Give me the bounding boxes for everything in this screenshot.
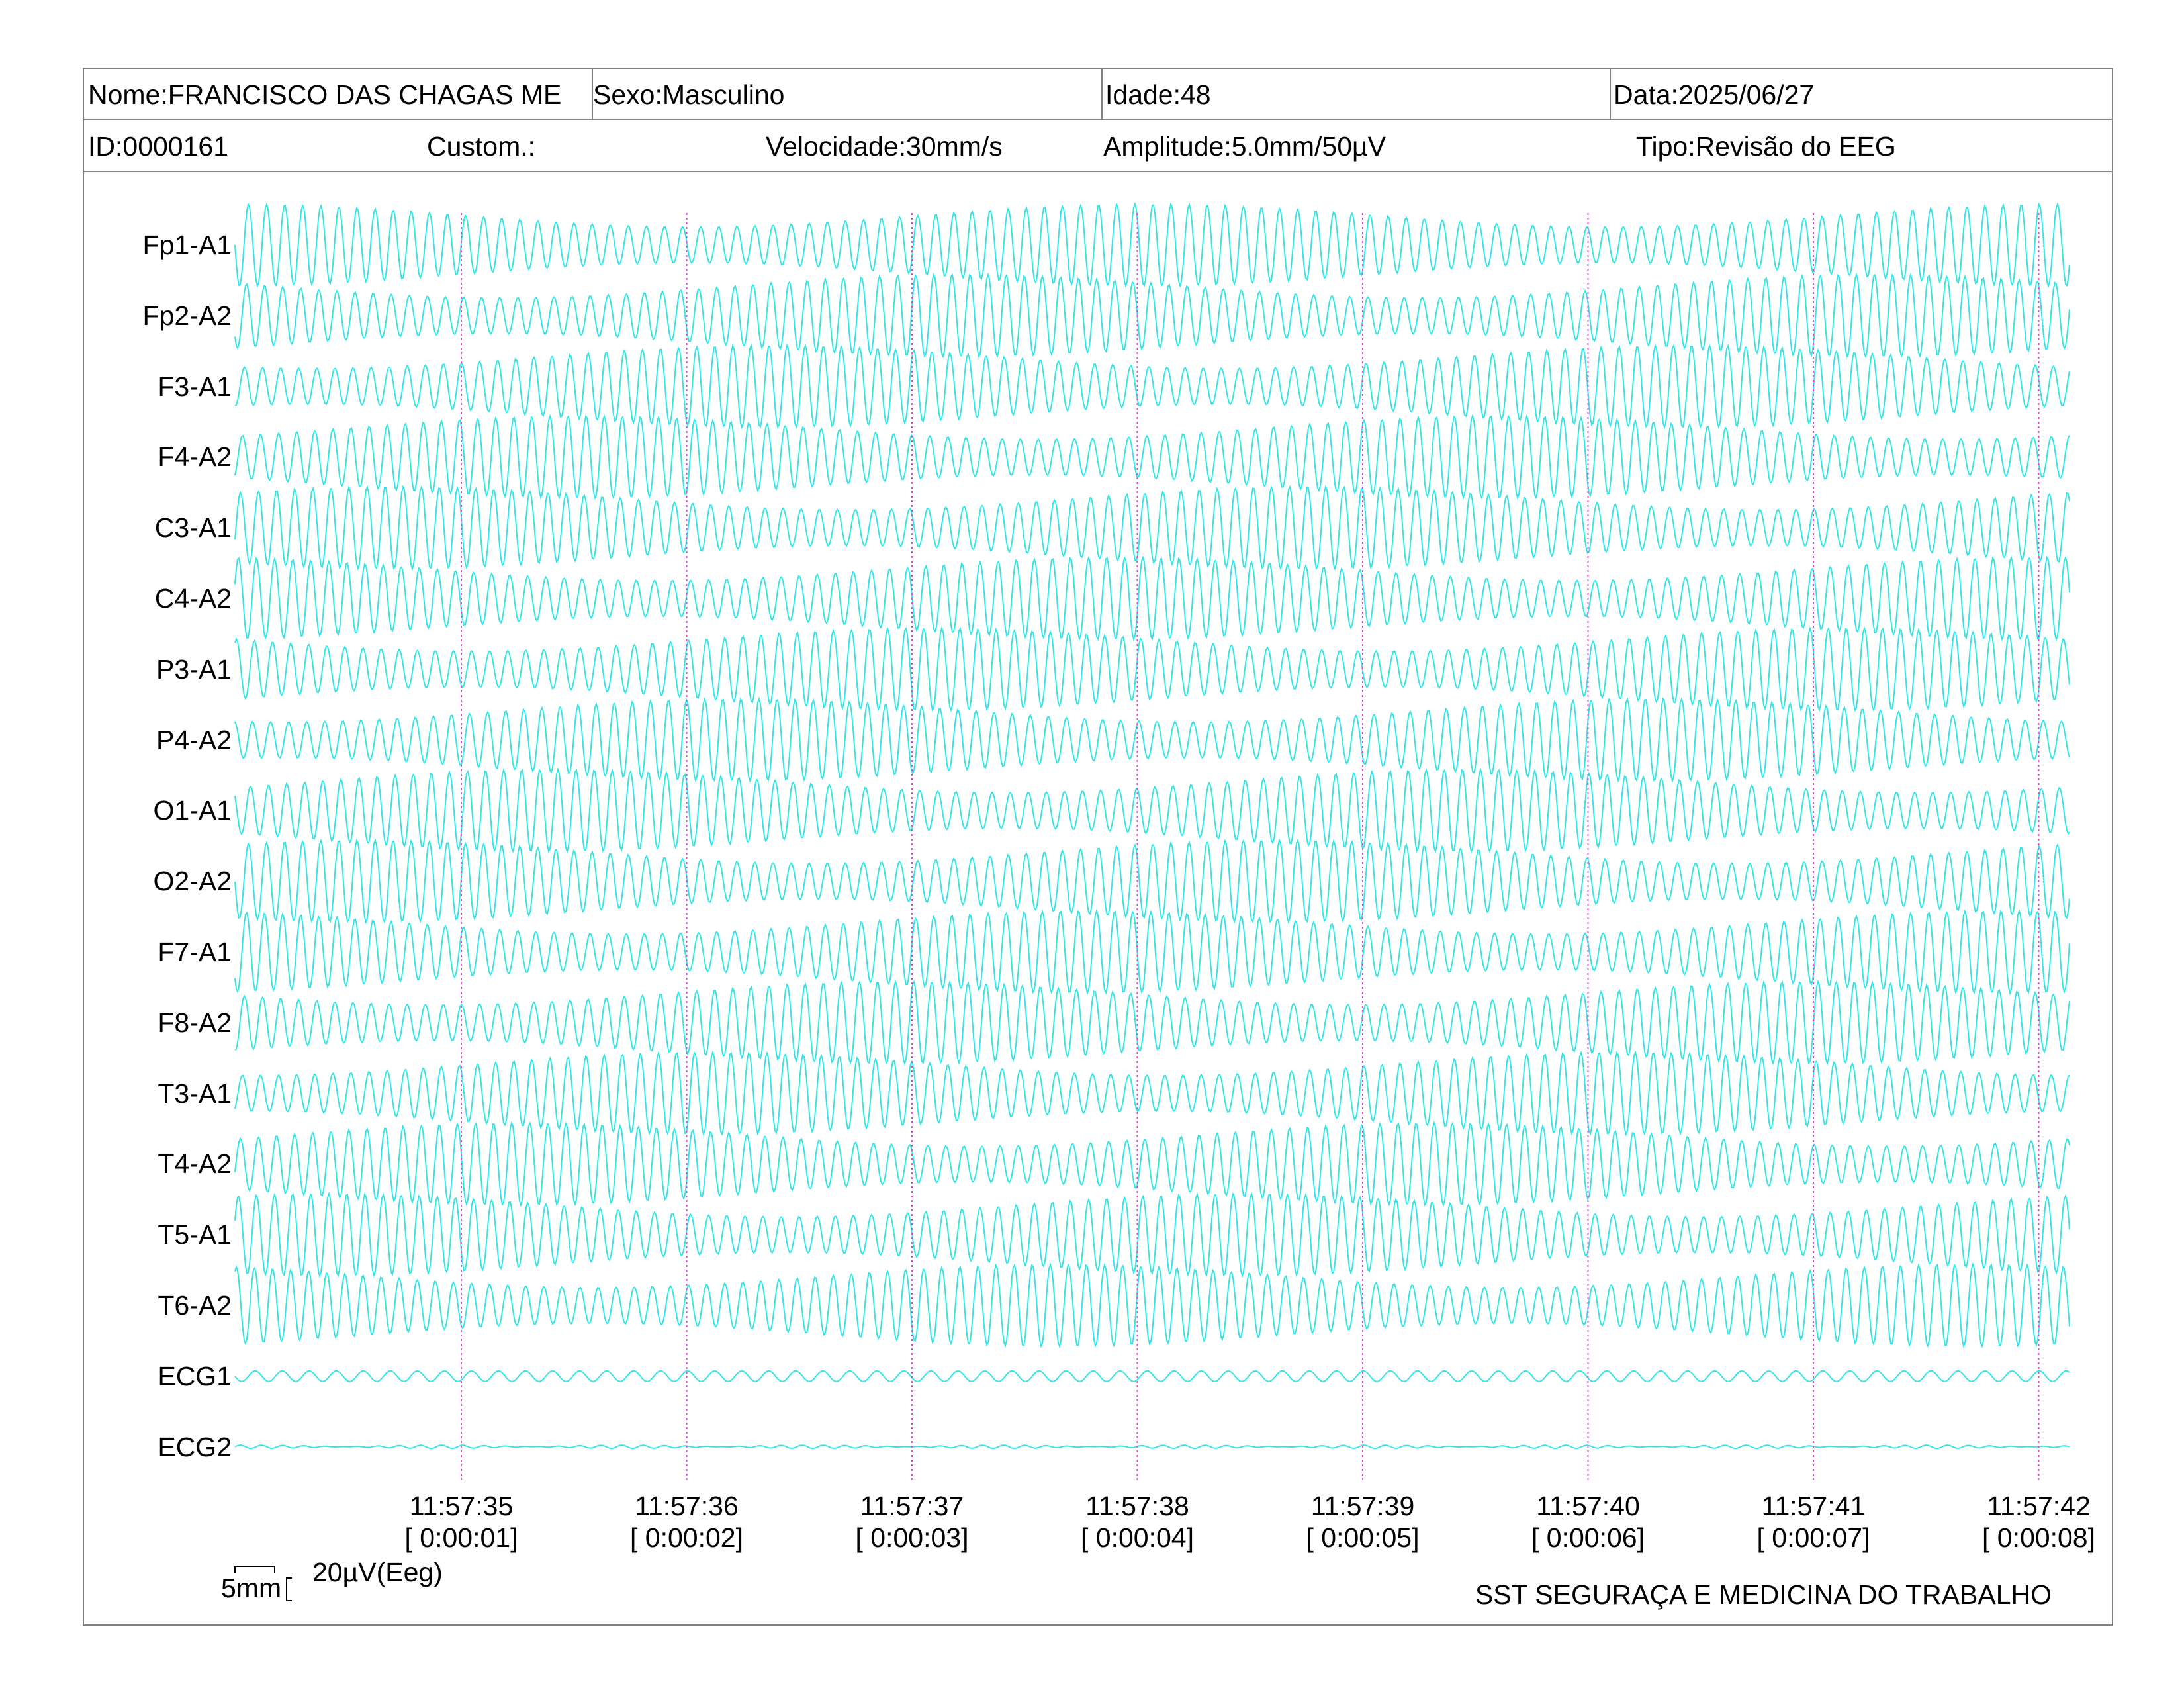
channel-label: T5-A1 bbox=[158, 1219, 232, 1250]
time-mark-elapsed: [ 0:00:06] bbox=[1531, 1523, 1645, 1553]
time-mark-elapsed: [ 0:00:04] bbox=[1081, 1523, 1194, 1553]
channel-label: ECG1 bbox=[158, 1360, 232, 1391]
time-mark-clock: 11:57:41 bbox=[1761, 1491, 1866, 1521]
eeg-trace bbox=[234, 1050, 2070, 1137]
eeg-trace bbox=[234, 1121, 2070, 1207]
time-mark-elapsed: [ 0:00:05] bbox=[1306, 1523, 1420, 1553]
eeg-trace bbox=[234, 485, 2070, 571]
eeg-trace bbox=[234, 979, 2070, 1066]
scale-amp-label: 20µV(Eeg) bbox=[312, 1557, 443, 1587]
channel-label: T4-A2 bbox=[158, 1149, 232, 1180]
channel-label: ECG2 bbox=[158, 1431, 232, 1462]
patient-age: Idade:48 bbox=[1101, 69, 1610, 119]
time-mark-clock: 11:57:35 bbox=[409, 1491, 514, 1521]
header-row-exam: ID:0000161 Custom.: Velocidade:30mm/s Am… bbox=[84, 120, 2112, 172]
scale-time-label: 5mm bbox=[221, 1573, 282, 1603]
eeg-trace bbox=[234, 1444, 2070, 1450]
time-mark-elapsed: [ 0:00:07] bbox=[1756, 1523, 1870, 1553]
time-mark-elapsed: [ 0:00:03] bbox=[855, 1523, 969, 1553]
channel-label: C4-A2 bbox=[154, 583, 232, 614]
time-mark-clock: 11:57:42 bbox=[1987, 1491, 2091, 1521]
time-mark-elapsed: [ 0:00:08] bbox=[1982, 1523, 2095, 1553]
eeg-trace bbox=[234, 343, 2070, 430]
eeg-trace bbox=[234, 1370, 2070, 1382]
channel-label: T3-A1 bbox=[158, 1078, 232, 1109]
eeg-trace bbox=[234, 202, 2070, 289]
speed-value: Velocidade:30mm/s bbox=[766, 131, 1003, 162]
eeg-trace bbox=[234, 838, 2070, 925]
exam-date: Data:2025/06/27 bbox=[1610, 69, 2113, 119]
eeg-trace bbox=[234, 696, 2070, 783]
eeg-trace bbox=[234, 1191, 2070, 1278]
eeg-trace bbox=[234, 767, 2070, 854]
time-mark-elapsed: [ 0:00:01] bbox=[404, 1523, 518, 1553]
eeg-trace bbox=[234, 626, 2070, 712]
eeg-trace bbox=[234, 908, 2070, 996]
channel-label: P4-A2 bbox=[156, 724, 232, 755]
eeg-trace bbox=[234, 555, 2070, 642]
time-mark-clock: 11:57:38 bbox=[1085, 1491, 1189, 1521]
header-row-patient: Nome:FRANCISCO DAS CHAGAS ME Sexo:Mascul… bbox=[84, 69, 2112, 120]
channel-label: O1-A1 bbox=[153, 795, 232, 826]
custom-field: Custom.: bbox=[427, 131, 536, 162]
eeg-trace bbox=[234, 1262, 2070, 1349]
patient-id: ID:0000161 bbox=[88, 131, 229, 162]
channel-label: F4-A2 bbox=[158, 442, 232, 473]
time-mark-elapsed: [ 0:00:02] bbox=[630, 1523, 743, 1553]
channel-label: F3-A1 bbox=[158, 371, 232, 402]
company-name: SST SEGURAÇA E MEDICINA DO TRABALHO bbox=[1475, 1579, 2052, 1610]
eeg-trace bbox=[234, 414, 2070, 500]
eeg-trace bbox=[234, 272, 2070, 359]
patient-sex: Sexo:Masculino bbox=[592, 69, 1101, 119]
channel-label: F8-A2 bbox=[158, 1007, 232, 1038]
time-mark-clock: 11:57:37 bbox=[860, 1491, 964, 1521]
channel-label: Fp2-A2 bbox=[142, 300, 232, 331]
amplitude-value: Amplitude:5.0mm/50µV bbox=[1103, 131, 1386, 162]
scale-bar-icon bbox=[234, 1566, 292, 1601]
time-mark-clock: 11:57:40 bbox=[1536, 1491, 1640, 1521]
patient-name: Nome:FRANCISCO DAS CHAGAS ME bbox=[88, 79, 562, 110]
time-mark-clock: 11:57:39 bbox=[1310, 1491, 1415, 1521]
channel-label: F7-A1 bbox=[158, 937, 232, 967]
report-frame: Nome:FRANCISCO DAS CHAGAS ME Sexo:Mascul… bbox=[83, 68, 2113, 1626]
channel-label: C3-A1 bbox=[154, 512, 232, 543]
channel-label: O2-A2 bbox=[153, 866, 232, 897]
exam-type: Tipo:Revisão do EEG bbox=[1636, 131, 1896, 162]
channel-label: T6-A2 bbox=[158, 1290, 232, 1321]
channel-label: Fp1-A1 bbox=[142, 230, 232, 260]
channel-label: P3-A1 bbox=[156, 653, 232, 684]
time-mark-clock: 11:57:36 bbox=[635, 1491, 739, 1521]
